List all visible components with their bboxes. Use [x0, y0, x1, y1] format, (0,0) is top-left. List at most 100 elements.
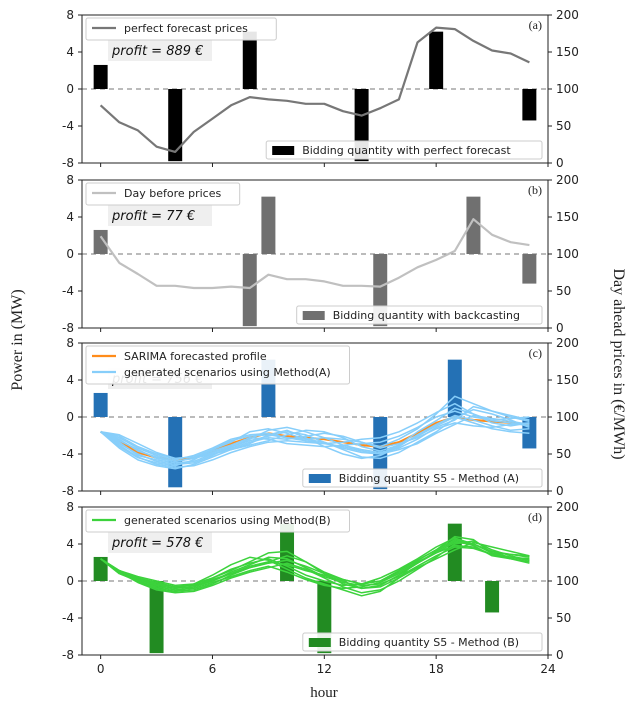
- panel-label: (d): [528, 510, 542, 524]
- panel-b: -8 -4 0 4 8 0 50 100 150 200 (b) profit = 77 € Day b…: [62, 173, 579, 335]
- bar-legend-swatch: [302, 311, 325, 320]
- bar: [242, 254, 257, 327]
- bar-legend-box: [302, 468, 543, 488]
- bar: [522, 254, 537, 284]
- bar-legend-label: Bidding quantity with perfect forecast: [302, 144, 511, 157]
- y-right-tick-label: 150: [556, 45, 579, 59]
- panel-label: (b): [528, 183, 542, 197]
- y-axis-right-label: Day ahead prices in (€/MWh): [610, 268, 627, 459]
- y-right-tick-label: 200: [556, 8, 579, 22]
- y-right-tick-label: 200: [556, 500, 579, 514]
- y-right-tick-label: 150: [556, 210, 579, 224]
- legend-label: generated scenarios using Method(A): [124, 366, 331, 379]
- y-right-tick-label: 100: [556, 410, 579, 424]
- series-line: [100, 395, 530, 461]
- profit-text: profit = 889 €: [111, 44, 203, 59]
- y-left-tick-label: -8: [62, 156, 74, 170]
- y-left-tick-label: 0: [66, 247, 74, 261]
- bar-legend-label: Bidding quantity with backcasting: [333, 309, 520, 322]
- y-axis-left-label: Power in (MW): [9, 289, 26, 390]
- bar: [447, 523, 462, 581]
- series-line: [100, 407, 530, 467]
- legend-box: [85, 17, 277, 41]
- y-left-tick-label: 4: [66, 537, 74, 551]
- y-left-tick-label: -4: [62, 119, 74, 133]
- y-left-tick-label: -8: [62, 648, 74, 662]
- legend-label: perfect forecast prices: [124, 22, 248, 35]
- bar: [93, 229, 108, 254]
- y-right-tick-label: 0: [556, 484, 564, 498]
- profit-box: [108, 40, 212, 61]
- y-right-tick-label: 50: [556, 284, 571, 298]
- bar: [280, 523, 295, 581]
- y-left-tick-label: 0: [66, 574, 74, 588]
- series-line: [99, 26, 530, 153]
- bar: [93, 64, 108, 89]
- y-left-tick-label: -8: [62, 484, 74, 498]
- series-line: [100, 541, 530, 591]
- y-right-tick-label: 50: [556, 119, 571, 133]
- y-left-tick-label: -4: [62, 611, 74, 625]
- legend-label: SARIMA forecasted profile: [124, 350, 267, 363]
- panel-label: (a): [529, 18, 542, 32]
- y-right-tick-label: 50: [556, 611, 571, 625]
- bar: [149, 581, 164, 654]
- y-right-tick-label: 100: [556, 574, 579, 588]
- bar-legend-swatch: [308, 474, 331, 483]
- y-left-tick-label: 0: [66, 82, 74, 96]
- y-left-tick-label: -4: [62, 284, 74, 298]
- legend-box: [85, 345, 350, 385]
- series-line: [100, 402, 530, 460]
- bar-legend-label: Bidding quantity S5 - Method (A): [339, 472, 519, 485]
- y-right-tick-label: 200: [556, 173, 579, 187]
- bar-legend-label: Bidding quantity S5 - Method (B): [339, 636, 519, 649]
- bar: [168, 417, 183, 488]
- y-right-tick-label: 150: [556, 537, 579, 551]
- y-left-tick-label: 4: [66, 45, 74, 59]
- bar-legend-swatch: [272, 146, 295, 155]
- bar: [93, 556, 108, 581]
- legend-label: Day before prices: [124, 187, 221, 200]
- y-left-tick-label: -8: [62, 321, 74, 335]
- series-line: [100, 541, 530, 590]
- profit-box: [108, 205, 212, 226]
- bar: [466, 196, 481, 254]
- bar: [522, 89, 537, 121]
- y-left-tick-label: 4: [66, 210, 74, 224]
- y-right-tick-label: 50: [556, 447, 571, 461]
- bar: [261, 196, 276, 254]
- profit-text: profit = 77 €: [111, 209, 195, 224]
- panel-label: (c): [529, 346, 542, 360]
- x-tick-label: 24: [540, 662, 555, 676]
- series-line: [100, 538, 530, 593]
- x-axis-label: hour: [310, 685, 338, 701]
- series-line: [100, 544, 530, 587]
- panel-a: -8 -4 0 4 8 0 50 100 150 200 (a) profit = 889 € perf…: [62, 8, 579, 170]
- series-line: [100, 416, 530, 463]
- profit-text: profit = 578 €: [111, 536, 203, 551]
- y-left-tick-label: 8: [66, 173, 74, 187]
- x-tick-label: 12: [317, 662, 332, 676]
- x-tick-label: 18: [429, 662, 444, 676]
- bar-legend-box: [265, 140, 543, 160]
- y-left-tick-label: -4: [62, 447, 74, 461]
- bar-legend-box: [302, 632, 543, 652]
- bar: [93, 392, 108, 417]
- y-right-tick-label: 0: [556, 321, 564, 335]
- y-right-tick-label: 150: [556, 373, 579, 387]
- bar: [429, 31, 444, 89]
- x-tick-label: 0: [97, 662, 105, 676]
- y-left-tick-label: 8: [66, 8, 74, 22]
- panels: -8 -4 0 4 8 0 50 100 150 200 (a) profit = 889 € perf…: [62, 8, 579, 676]
- profit-box: [108, 532, 212, 553]
- y-right-tick-label: 0: [556, 156, 564, 170]
- bar: [447, 359, 462, 417]
- x-tick-label: 6: [209, 662, 217, 676]
- bar-legend-box: [296, 305, 543, 325]
- y-left-tick-label: 0: [66, 410, 74, 424]
- legend-label: generated scenarios using Method(B): [124, 514, 331, 527]
- y-left-tick-label: 8: [66, 500, 74, 514]
- y-left-tick-label: 8: [66, 336, 74, 350]
